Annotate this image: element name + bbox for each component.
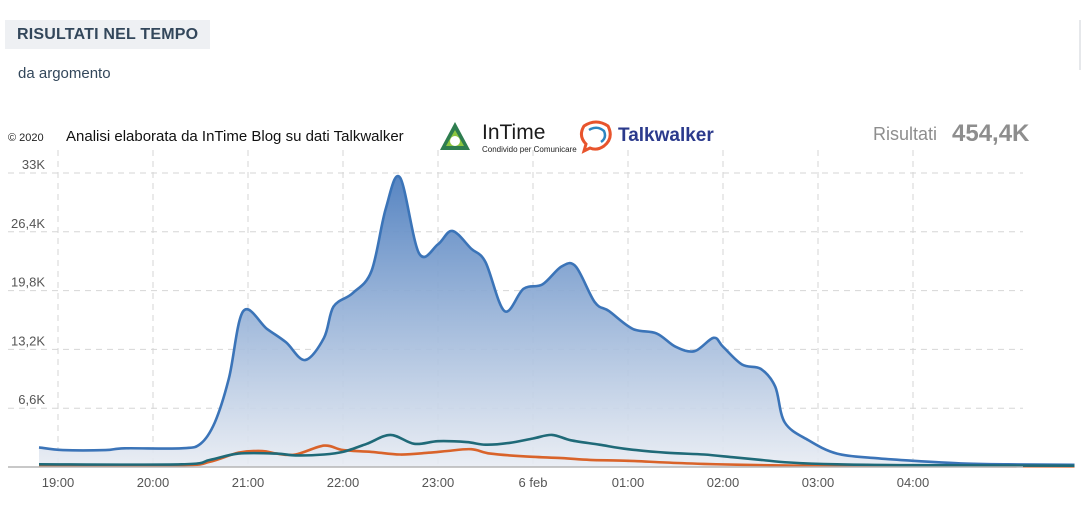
x-tick-label: 21:00 <box>232 475 265 490</box>
results-total-value: 454,4K <box>952 120 1030 147</box>
section-subtitle: da argomento <box>18 65 111 82</box>
chart-svg: © 2020 Analisi elaborata da InTime Blog … <box>8 120 1075 490</box>
intime-brand-tagline: Condivido per Comunicare <box>482 145 577 154</box>
y-tick-label: 33K <box>22 157 45 172</box>
x-tick-label: 6 feb <box>519 475 548 490</box>
x-tick-label: 03:00 <box>802 475 835 490</box>
y-tick-label: 26,4K <box>11 216 45 231</box>
talkwalker-logo-icon <box>579 120 612 154</box>
series-area-fill <box>39 176 1075 467</box>
y-tick-label: 6,6K <box>18 392 45 407</box>
results-over-time-chart: © 2020 Analisi elaborata da InTime Blog … <box>0 110 1081 518</box>
results-label: Risultati <box>873 124 937 144</box>
x-tick-label: 19:00 <box>42 475 75 490</box>
x-tick-label: 04:00 <box>897 475 930 490</box>
x-tick-label: 22:00 <box>327 475 360 490</box>
series-main-line <box>38 174 1075 467</box>
x-tick-label: 23:00 <box>422 475 455 490</box>
copyright-text: © 2020 <box>8 132 44 144</box>
x-tick-label: 20:00 <box>137 475 170 490</box>
series-orange-line <box>38 444 1075 468</box>
intime-logo-icon <box>440 122 470 150</box>
y-axis-ticks: 6,6K 13,2K 19,8K 26,4K 33K <box>11 157 45 407</box>
x-axis-ticks: 19:00 20:00 21:00 22:00 23:00 6 feb 01:00 02:00… <box>42 475 930 490</box>
section-title: RISULTATI NEL TEMPO <box>5 20 211 49</box>
credit-text: Analisi elaborata da InTime Blog su dati… <box>66 128 404 145</box>
intime-logo: InTime Condivido per Comunicare <box>440 121 577 154</box>
y-tick-label: 19,8K <box>11 275 45 290</box>
talkwalker-brand-name: Talkwalker <box>618 125 714 146</box>
talkwalker-logo: Talkwalker <box>579 120 714 154</box>
x-tick-label: 01:00 <box>612 475 645 490</box>
chart-series <box>38 174 1075 468</box>
intime-brand-name: InTime <box>482 121 545 144</box>
scrollbar-track[interactable] <box>1079 20 1081 70</box>
x-tick-label: 02:00 <box>707 475 740 490</box>
y-tick-label: 13,2K <box>11 333 45 348</box>
series-teal-line <box>38 433 1075 467</box>
